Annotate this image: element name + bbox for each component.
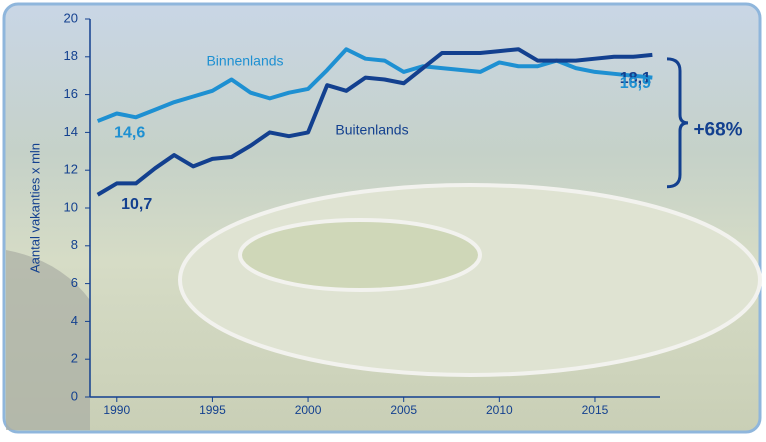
y-tick-label: 10 xyxy=(64,199,78,214)
y-tick-label: 8 xyxy=(71,237,78,252)
y-tick-label: 18 xyxy=(64,48,78,63)
y-tick-label: 4 xyxy=(71,313,78,328)
photo-shape xyxy=(178,183,762,377)
series-line xyxy=(96,47,653,197)
photo-shape xyxy=(238,218,482,292)
y-tick-label: 0 xyxy=(71,388,78,403)
y-tick-label: 6 xyxy=(71,275,78,290)
annotation: 16,9 xyxy=(620,75,651,92)
legend-label: Buitenlands xyxy=(335,122,408,138)
x-tick-label: 1990 xyxy=(103,403,130,417)
x-tick-label: 2010 xyxy=(486,403,513,417)
photo-shape xyxy=(6,250,90,430)
y-tick-label: 2 xyxy=(71,351,78,366)
y-axis-label: Aantal vakanties x mln xyxy=(27,143,42,273)
x-tick-label: 2015 xyxy=(582,403,609,417)
y-tick-label: 20 xyxy=(64,10,78,25)
annotation: 14,6 xyxy=(114,124,145,141)
annotation: 18,1 xyxy=(620,70,651,87)
annotation: 10,7 xyxy=(121,196,152,213)
x-tick-label: 2005 xyxy=(390,403,417,417)
y-tick-label: 16 xyxy=(64,86,78,101)
bracket xyxy=(666,57,689,189)
x-tick-label: 2000 xyxy=(295,403,322,417)
y-tick-label: 12 xyxy=(64,162,78,177)
y-tick-label: 14 xyxy=(64,124,78,139)
legend-label: Binnenlands xyxy=(206,53,283,69)
annotation: +68% xyxy=(693,120,742,141)
x-tick-label: 1995 xyxy=(199,403,226,417)
